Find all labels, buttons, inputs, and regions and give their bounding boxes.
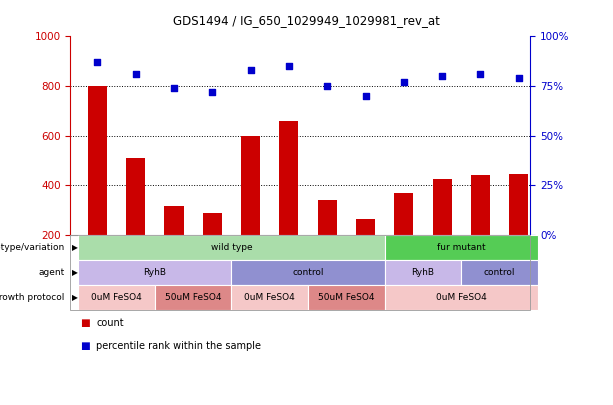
Text: 0uM FeSO4: 0uM FeSO4 (91, 293, 142, 302)
Bar (126, 158, 145, 285)
Bar (241, 136, 260, 285)
Text: RyhB: RyhB (143, 268, 166, 277)
Point (207, 89, 217, 95)
Bar (509, 174, 528, 285)
Point (322, 83, 332, 90)
Point (246, 67, 256, 73)
Text: agent: agent (38, 268, 64, 277)
Text: ■: ■ (80, 318, 89, 328)
Text: control: control (484, 268, 516, 277)
Bar (356, 219, 375, 285)
Bar (164, 207, 183, 285)
Text: 0uM FeSO4: 0uM FeSO4 (245, 293, 295, 302)
Bar (471, 175, 490, 285)
Bar (433, 179, 452, 285)
Point (437, 73, 447, 79)
Point (360, 93, 370, 99)
Text: RyhB: RyhB (411, 268, 435, 277)
Text: ▶: ▶ (72, 243, 78, 252)
Point (399, 79, 409, 85)
Text: ▶: ▶ (72, 293, 78, 302)
Point (514, 75, 524, 81)
Text: count: count (96, 318, 124, 328)
Bar (88, 86, 107, 285)
Text: ■: ■ (80, 341, 89, 351)
Point (284, 63, 294, 70)
Text: 0uM FeSO4: 0uM FeSO4 (436, 293, 487, 302)
Point (476, 71, 485, 77)
Text: wild type: wild type (211, 243, 252, 252)
Text: genotype/variation: genotype/variation (0, 243, 64, 252)
Text: fur mutant: fur mutant (437, 243, 485, 252)
Text: GDS1494 / IG_650_1029949_1029981_rev_at: GDS1494 / IG_650_1029949_1029981_rev_at (173, 14, 440, 27)
Point (131, 71, 140, 77)
Text: ▶: ▶ (72, 268, 78, 277)
Bar (203, 213, 222, 285)
Bar (394, 193, 413, 285)
Text: control: control (292, 268, 324, 277)
Point (93, 59, 102, 66)
Text: growth protocol: growth protocol (0, 293, 64, 302)
Text: percentile rank within the sample: percentile rank within the sample (96, 341, 261, 351)
Point (169, 85, 179, 91)
Text: 50uM FeSO4: 50uM FeSO4 (318, 293, 375, 302)
Text: 50uM FeSO4: 50uM FeSO4 (165, 293, 221, 302)
Bar (280, 121, 299, 285)
Bar (318, 200, 337, 285)
